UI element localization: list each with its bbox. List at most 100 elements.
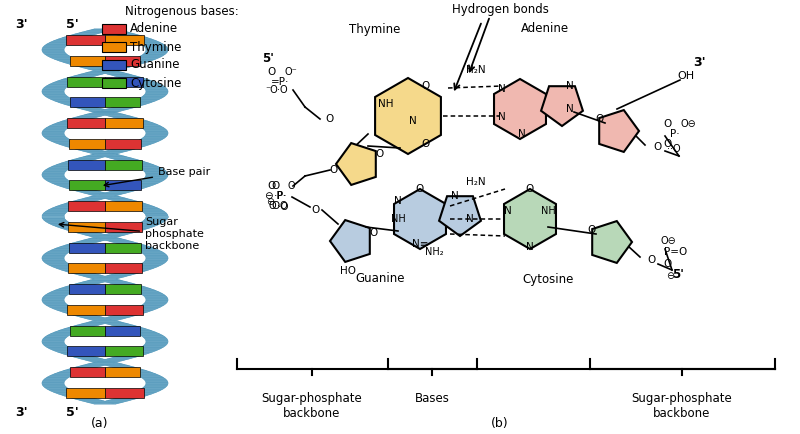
Polygon shape [46, 252, 70, 253]
Polygon shape [44, 345, 66, 346]
Polygon shape [336, 143, 376, 185]
Polygon shape [45, 253, 68, 254]
Polygon shape [90, 154, 115, 155]
Polygon shape [111, 242, 136, 243]
Polygon shape [58, 352, 82, 353]
Polygon shape [54, 290, 78, 291]
Polygon shape [45, 54, 67, 55]
Polygon shape [106, 32, 130, 33]
Polygon shape [49, 265, 72, 266]
Polygon shape [82, 192, 106, 193]
Polygon shape [121, 161, 145, 162]
Polygon shape [50, 167, 74, 168]
Polygon shape [105, 67, 130, 68]
Polygon shape [108, 233, 132, 234]
Polygon shape [69, 139, 105, 149]
Polygon shape [91, 237, 115, 238]
Polygon shape [75, 283, 100, 284]
Polygon shape [64, 328, 88, 329]
Polygon shape [130, 310, 154, 311]
Polygon shape [100, 364, 125, 365]
Polygon shape [140, 139, 162, 140]
Polygon shape [78, 316, 102, 317]
Polygon shape [44, 379, 66, 380]
Polygon shape [97, 194, 122, 195]
Polygon shape [62, 287, 86, 288]
Polygon shape [44, 95, 67, 96]
Polygon shape [146, 382, 168, 383]
Polygon shape [48, 209, 71, 210]
Polygon shape [70, 326, 94, 327]
Polygon shape [122, 286, 146, 287]
Polygon shape [146, 51, 168, 52]
Polygon shape [47, 43, 70, 44]
Polygon shape [91, 29, 116, 30]
Polygon shape [143, 128, 166, 129]
Polygon shape [43, 255, 66, 256]
Text: O: O [326, 114, 334, 124]
Polygon shape [90, 319, 114, 320]
Polygon shape [140, 97, 163, 98]
Polygon shape [142, 180, 164, 181]
Polygon shape [70, 243, 94, 244]
Polygon shape [44, 262, 66, 263]
Polygon shape [145, 135, 167, 136]
Polygon shape [42, 133, 64, 134]
Polygon shape [137, 292, 160, 293]
Polygon shape [86, 30, 111, 31]
Polygon shape [145, 380, 167, 381]
Polygon shape [50, 83, 74, 84]
Polygon shape [86, 360, 110, 361]
Polygon shape [110, 366, 134, 367]
Polygon shape [44, 337, 67, 338]
Polygon shape [131, 289, 154, 290]
Polygon shape [42, 215, 64, 216]
Polygon shape [45, 170, 68, 171]
Polygon shape [146, 50, 168, 51]
Polygon shape [94, 320, 118, 321]
Text: ·O: ·O [277, 85, 287, 95]
Polygon shape [146, 175, 168, 176]
Polygon shape [103, 151, 127, 152]
Polygon shape [146, 381, 168, 382]
Polygon shape [118, 77, 142, 78]
Polygon shape [60, 329, 84, 330]
Polygon shape [112, 357, 136, 358]
Polygon shape [115, 201, 139, 202]
Polygon shape [105, 201, 142, 211]
Polygon shape [53, 374, 76, 375]
Polygon shape [54, 351, 78, 352]
Polygon shape [129, 80, 153, 81]
Polygon shape [60, 186, 84, 187]
Polygon shape [146, 214, 168, 215]
Polygon shape [59, 144, 83, 145]
Polygon shape [127, 205, 151, 206]
Polygon shape [105, 98, 140, 108]
Text: O: O [268, 181, 276, 191]
Polygon shape [118, 35, 142, 36]
Polygon shape [66, 346, 105, 356]
Polygon shape [138, 265, 162, 266]
Text: OH: OH [678, 71, 694, 81]
Polygon shape [126, 186, 150, 187]
Polygon shape [494, 79, 546, 139]
Polygon shape [137, 83, 160, 84]
Polygon shape [145, 52, 167, 53]
Polygon shape [42, 172, 65, 173]
Polygon shape [46, 221, 68, 222]
Polygon shape [74, 242, 98, 243]
Polygon shape [42, 131, 65, 132]
Polygon shape [75, 200, 100, 201]
Text: 3': 3' [16, 405, 28, 418]
Polygon shape [116, 106, 140, 107]
Polygon shape [146, 339, 168, 340]
Polygon shape [128, 330, 152, 331]
Polygon shape [105, 326, 140, 335]
Text: ·O: ·O [278, 202, 290, 212]
Polygon shape [90, 236, 114, 237]
Polygon shape [42, 50, 64, 51]
Polygon shape [145, 255, 167, 256]
Polygon shape [90, 196, 114, 197]
Polygon shape [104, 323, 129, 324]
Polygon shape [146, 383, 168, 384]
